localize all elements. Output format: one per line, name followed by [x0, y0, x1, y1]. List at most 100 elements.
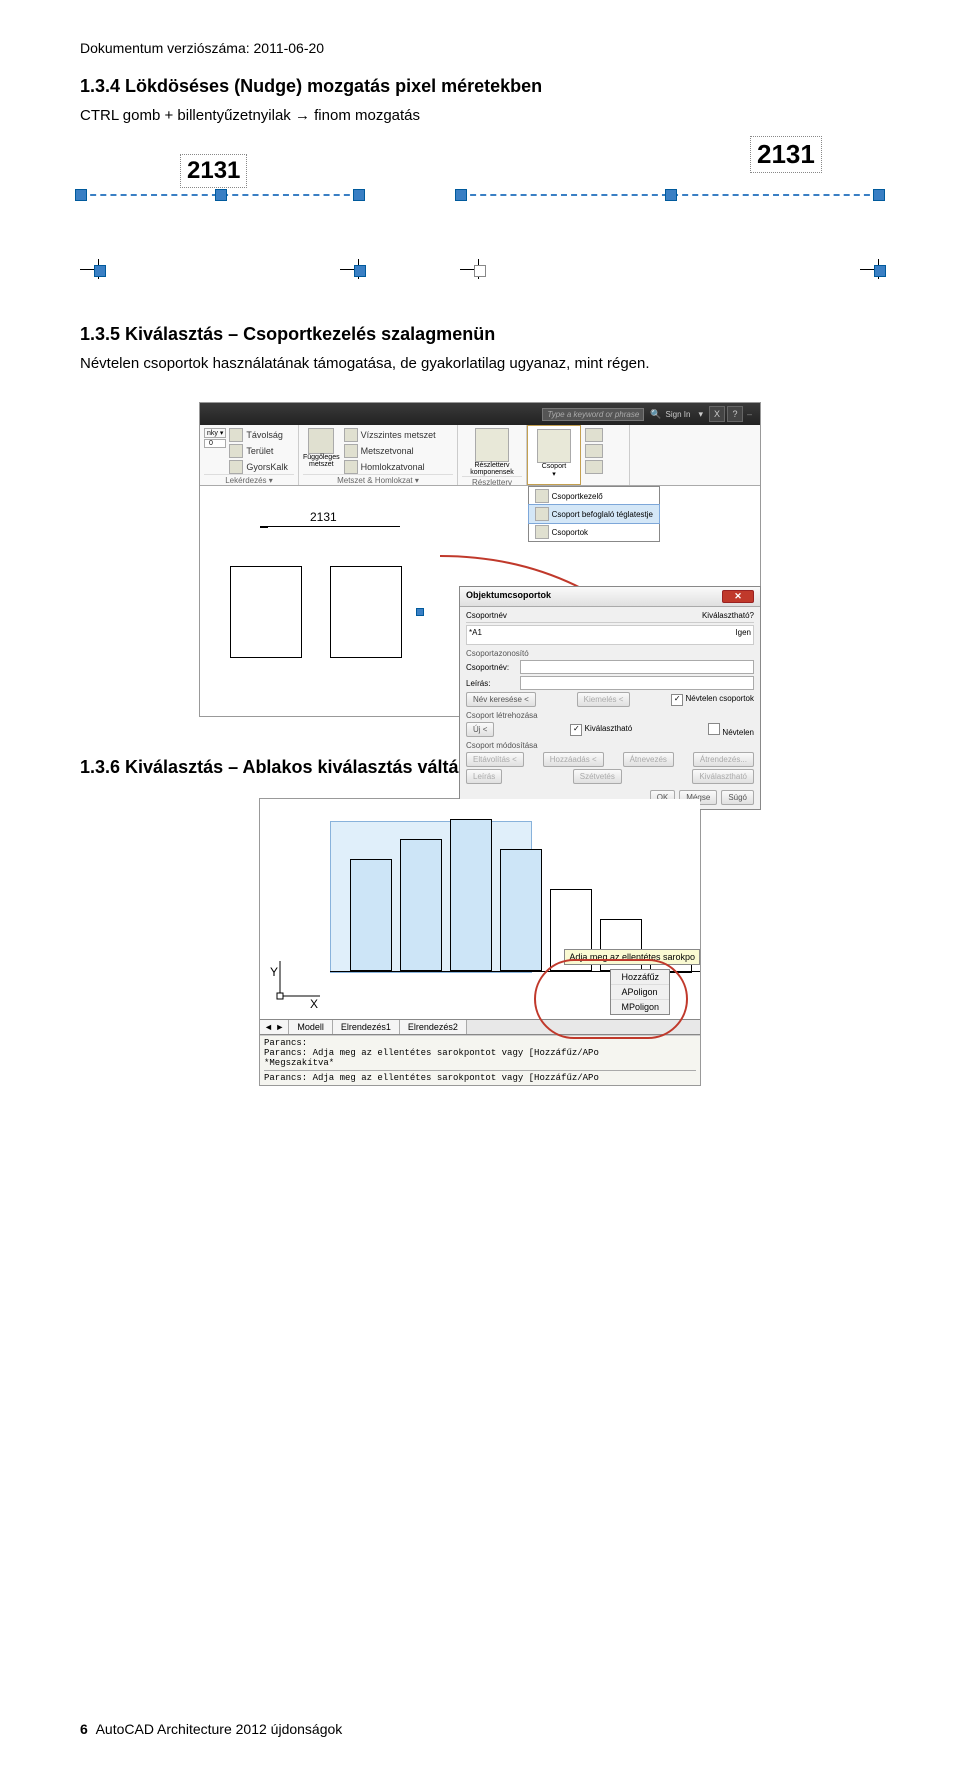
- add-button[interactable]: Hozzáadás <: [543, 752, 604, 767]
- anonymous-checkbox[interactable]: [708, 723, 720, 735]
- rename-button[interactable]: Átnevezés: [623, 752, 674, 767]
- dropdown-item-highlighted[interactable]: Csoport befoglaló téglatestje: [528, 504, 660, 524]
- footer-title: AutoCAD Architecture 2012 újdonságok: [96, 1721, 343, 1737]
- groups-icon: [535, 525, 549, 539]
- selectable-checkbox[interactable]: ✓: [570, 724, 582, 736]
- close-button[interactable]: ✕: [722, 590, 754, 603]
- col-header: Kiválasztható?: [702, 611, 754, 620]
- dropdown-item[interactable]: Csoportkezelő: [529, 487, 659, 505]
- checkbox-label: Kiválasztható: [585, 724, 633, 733]
- screenshot-group-ribbon: Type a keyword or phrase 🔍 Sign In ▾ X ?…: [199, 402, 761, 717]
- bar-object: [350, 859, 392, 971]
- search-binoculars-icon[interactable]: 🔍: [650, 409, 661, 420]
- ribbon-item[interactable]: Terület: [229, 444, 288, 458]
- group-dropdown: Csoportkezelő Csoport befoglaló téglates…: [528, 486, 660, 542]
- selectable-button[interactable]: Kiválasztható: [692, 769, 754, 784]
- detail-icon: [475, 428, 509, 462]
- col-header: Csoportnév: [466, 611, 507, 620]
- menu-item[interactable]: MPoligon: [611, 1000, 669, 1014]
- ribbon-item-vertical-section[interactable]: Függőlegesmetszet: [303, 428, 340, 474]
- dim-label: 2131: [750, 136, 822, 173]
- ribbon-item-group[interactable]: Csoport ▾: [532, 429, 576, 478]
- exchange-icon[interactable]: X: [709, 406, 725, 422]
- dynamic-menu: Hozzáfűz APoligon MPoligon: [610, 969, 670, 1015]
- ribbon-item-detail[interactable]: Részlettervkomponensek: [462, 428, 522, 476]
- grip-icon: [353, 189, 365, 201]
- cmd-line: Parancs: Adja meg az ellentétes sarokpon…: [264, 1070, 696, 1083]
- cmd-line: *Megszakítva*: [264, 1058, 696, 1068]
- dropdown-item[interactable]: Csoportok: [529, 523, 659, 541]
- ribbon-item[interactable]: Vízszintes metszet: [344, 428, 436, 442]
- ribbon-item[interactable]: Távolság: [229, 428, 288, 442]
- tab-layout1[interactable]: Elrendezés1: [333, 1020, 400, 1034]
- page-footer: 6 AutoCAD Architecture 2012 újdonságok: [80, 1721, 342, 1737]
- help-button[interactable]: Súgó: [721, 790, 754, 805]
- groupname-input[interactable]: [520, 660, 754, 674]
- elevline-icon: [344, 460, 358, 474]
- fieldset-title: Csoport létrehozása: [466, 711, 754, 720]
- area-icon: [229, 444, 243, 458]
- help-icon[interactable]: ?: [727, 406, 743, 422]
- signin-link[interactable]: Sign In: [666, 410, 691, 419]
- grip-icon: [873, 189, 885, 201]
- menu-item[interactable]: Hozzáfűz: [611, 970, 669, 985]
- desc-input[interactable]: [520, 676, 754, 690]
- ribbon-item[interactable]: Metszetvonal: [344, 444, 436, 458]
- new-button[interactable]: Új <: [466, 722, 494, 737]
- layout-tabs: ◄ ► Modell Elrendezés1 Elrendezés2: [260, 1020, 700, 1035]
- desc-suffix: finom mozgatás: [310, 107, 420, 124]
- quickcalc-icon: [229, 460, 243, 474]
- desc-prefix: CTRL gomb + billentyűzetnyilak: [80, 107, 295, 124]
- remove-button[interactable]: Eltávolítás <: [466, 752, 524, 767]
- highlight-button[interactable]: Kiemelés <: [577, 692, 631, 707]
- checkbox-label: Névtelen: [722, 728, 754, 737]
- menu-item[interactable]: APoligon: [611, 985, 669, 1000]
- drawing-canvas[interactable]: Csoportkezelő Csoport befoglaló téglates…: [200, 486, 760, 716]
- grip-icon: [354, 265, 366, 277]
- field-label: Leírás:: [466, 679, 516, 688]
- vsection-icon: [308, 428, 334, 454]
- drawing-area[interactable]: Y X Adja meg az ellentétes sarokpo Hozzá…: [260, 799, 700, 1020]
- ribbon-small-icon[interactable]: [585, 428, 603, 442]
- group-bbox-icon: [535, 507, 549, 521]
- grip-icon: [665, 189, 677, 201]
- anon-checkbox[interactable]: ✓: [671, 694, 683, 706]
- bar-object: [450, 819, 492, 971]
- tab-layout2[interactable]: Elrendezés2: [400, 1020, 467, 1034]
- reorder-button[interactable]: Átrendezés...: [693, 752, 754, 767]
- field-label: Csoportnév:: [466, 663, 516, 672]
- explode-button[interactable]: Szétvetés: [573, 769, 622, 784]
- rect-object: [230, 566, 302, 658]
- distance-icon: [229, 428, 243, 442]
- desc-button[interactable]: Leírás: [466, 769, 502, 784]
- search-input[interactable]: Type a keyword or phrase: [542, 408, 644, 421]
- cmd-line: Parancs: Adja meg az ellentétes sarokpon…: [264, 1048, 696, 1058]
- rect-object: [330, 566, 402, 658]
- ribbon-item[interactable]: Homlokzatvonal: [344, 460, 436, 474]
- group-manager-icon: [535, 489, 549, 503]
- grip-icon: [215, 189, 227, 201]
- selection-grip-icon: [416, 608, 424, 616]
- input-value[interactable]: 0: [204, 439, 226, 448]
- hsection-icon: [344, 428, 358, 442]
- find-name-button[interactable]: Név keresése <: [466, 692, 536, 707]
- list-row-name[interactable]: *A1: [469, 628, 482, 642]
- ribbon-small-icon[interactable]: [585, 460, 603, 474]
- page-number: 6: [80, 1721, 88, 1737]
- tab-nav-prev[interactable]: ◄ ►: [260, 1020, 289, 1034]
- ribbon-panel-title: Metszet & Homlokzat ▾: [303, 474, 453, 485]
- command-line[interactable]: Parancs: Parancs: Adja meg az ellentétes…: [260, 1035, 700, 1085]
- dimension: 2131: [260, 526, 400, 527]
- tab-model[interactable]: Modell: [289, 1020, 333, 1034]
- ribbon-item[interactable]: GyorsKalk: [229, 460, 288, 474]
- grip-icon: [94, 265, 106, 277]
- ribbon-small-icon[interactable]: [585, 444, 603, 458]
- section-1-3-4-title: 1.3.4 Lökdöséses (Nudge) mozgatás pixel …: [80, 76, 880, 97]
- section-1-3-5-title: 1.3.5 Kiválasztás – Csoportkezelés szala…: [80, 324, 880, 345]
- dynamic-tooltip: Adja meg az ellentétes sarokpo: [564, 949, 700, 965]
- cmd-line: Parancs:: [264, 1038, 696, 1048]
- section-1-3-4-desc: CTRL gomb + billentyűzetnyilak → finom m…: [80, 107, 880, 124]
- dialog-title: Objektumcsoportok: [466, 590, 551, 603]
- bar-object: [500, 849, 542, 971]
- sectionline-icon: [344, 444, 358, 458]
